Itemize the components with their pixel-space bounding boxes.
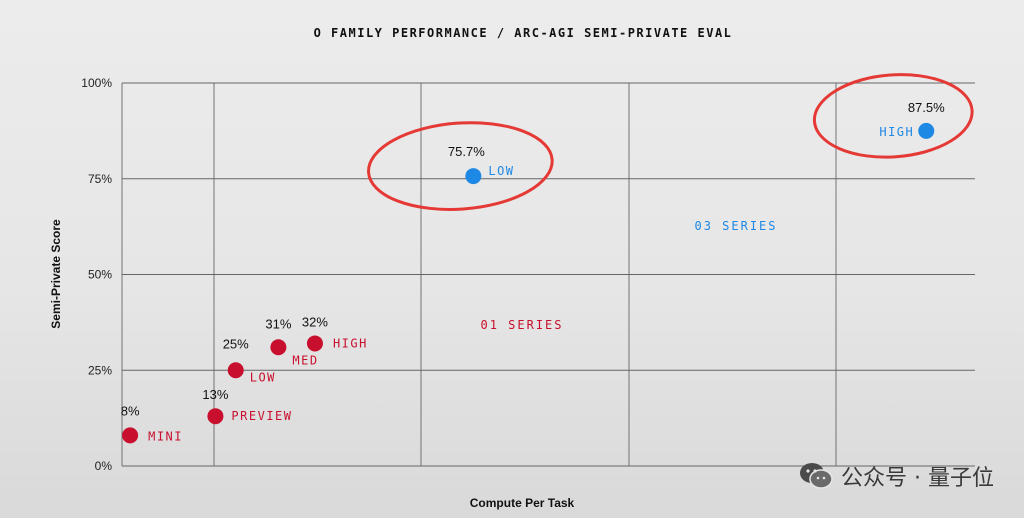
data-point: [306, 335, 323, 352]
data-point: [207, 408, 224, 425]
data-point-label: HIGH: [333, 336, 368, 350]
y-tick-label: 25%: [88, 363, 112, 377]
data-value-label: 75.7%: [448, 144, 485, 159]
y-tick-label: 50%: [88, 268, 112, 282]
y-tick-label: 75%: [88, 172, 112, 186]
y-tick-label: 100%: [81, 76, 112, 90]
watermark: 公众号 · 量子位: [799, 460, 994, 492]
data-point: [227, 362, 244, 379]
data-point: [270, 339, 287, 356]
data-point-label: MED: [292, 353, 318, 367]
x-axis-label: Compute Per Task: [470, 496, 575, 510]
data-point-label: PREVIEW: [231, 409, 292, 423]
highlight-ellipse: [812, 73, 974, 159]
watermark-text: 公众号 · 量子位: [841, 466, 994, 491]
data-point-label: LOW: [488, 164, 514, 178]
y-tick-labels: 0% 25% 50% 75% 100%: [81, 76, 112, 473]
y-axis-label: Semi-Private Score: [49, 219, 63, 329]
wechat-icon: [799, 462, 833, 490]
data-value-label: 87.5%: [908, 100, 945, 115]
data-value-label: 13%: [202, 387, 228, 402]
grid: [121, 82, 975, 467]
data-point: [122, 427, 139, 444]
highlight-ellipses: [367, 73, 974, 211]
y-tick-label: 0%: [95, 459, 113, 473]
data-point: [465, 168, 482, 185]
data-value-label: 25%: [223, 336, 249, 351]
highlight-ellipse: [367, 121, 554, 211]
data-value-label: 32%: [302, 314, 328, 329]
series-name-label: 01 SERIES: [480, 318, 563, 332]
chart-title: O FAMILY PERFORMANCE / ARC-AGI SEMI-PRIV…: [314, 26, 733, 40]
data-point-label: LOW: [250, 370, 276, 384]
data-point: [918, 122, 935, 139]
data-points: 8% MINI 13%PREVIEW 25% LOW 31% MED 32% HIGH 75.7%…: [121, 100, 945, 444]
data-value-label: 31%: [265, 316, 291, 331]
data-point-label: HIGH: [879, 125, 914, 139]
data-point-label: MINI: [148, 429, 183, 443]
series-name-label: 03 SERIES: [694, 219, 777, 233]
data-value-label: 8%: [121, 403, 140, 418]
series-labels: 01 SERIES 03 SERIES: [480, 219, 777, 332]
